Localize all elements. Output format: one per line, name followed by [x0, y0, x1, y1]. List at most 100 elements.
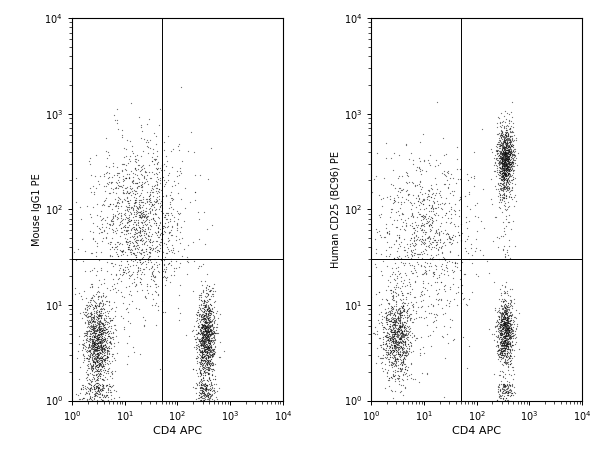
- Point: [381, 346, 391, 354]
- Point: [95, 367, 105, 374]
- Point: [385, 352, 394, 359]
- Point: [505, 147, 514, 154]
- Point: [506, 163, 516, 170]
- Point: [503, 329, 512, 337]
- Point: [382, 336, 392, 343]
- Point: [201, 363, 211, 370]
- Point: [445, 235, 455, 242]
- Point: [205, 300, 215, 307]
- Point: [159, 222, 169, 230]
- Point: [199, 288, 208, 296]
- Point: [97, 342, 106, 349]
- Point: [430, 162, 440, 169]
- Point: [204, 370, 214, 378]
- Point: [388, 334, 397, 341]
- Point: [122, 228, 131, 235]
- Point: [196, 393, 206, 400]
- Point: [161, 212, 170, 219]
- Point: [497, 161, 507, 168]
- Point: [206, 301, 215, 308]
- Point: [382, 329, 392, 336]
- Point: [502, 246, 511, 253]
- Point: [398, 341, 407, 348]
- Point: [140, 227, 150, 234]
- Point: [499, 160, 508, 167]
- Point: [403, 341, 413, 348]
- Point: [89, 401, 98, 409]
- Point: [198, 338, 208, 345]
- Point: [416, 333, 425, 340]
- Point: [170, 271, 179, 278]
- Point: [194, 388, 204, 395]
- Point: [122, 235, 132, 243]
- Point: [382, 334, 392, 341]
- Point: [128, 174, 137, 181]
- Point: [172, 221, 182, 228]
- Point: [209, 350, 218, 357]
- Point: [82, 376, 92, 383]
- Point: [389, 344, 398, 351]
- Point: [84, 391, 94, 398]
- Point: [500, 309, 509, 316]
- Point: [502, 344, 511, 351]
- Point: [94, 330, 103, 337]
- Point: [503, 151, 512, 158]
- Point: [91, 391, 100, 398]
- Point: [203, 305, 213, 312]
- Point: [497, 315, 507, 322]
- Point: [129, 249, 139, 256]
- Point: [130, 187, 140, 194]
- Point: [499, 228, 509, 235]
- Point: [403, 305, 413, 312]
- Point: [499, 172, 508, 180]
- Point: [81, 312, 91, 319]
- Point: [95, 333, 104, 340]
- Point: [95, 349, 104, 356]
- Point: [497, 348, 506, 355]
- Point: [207, 390, 217, 397]
- Point: [391, 264, 401, 271]
- Point: [100, 316, 109, 324]
- Point: [431, 216, 440, 223]
- Point: [164, 170, 174, 177]
- Point: [430, 198, 439, 205]
- Point: [497, 394, 506, 401]
- Point: [425, 226, 434, 233]
- Point: [100, 355, 109, 362]
- Point: [142, 286, 152, 293]
- Point: [497, 136, 507, 143]
- Point: [95, 360, 104, 367]
- Point: [499, 313, 508, 320]
- Point: [204, 315, 214, 322]
- Point: [503, 158, 512, 165]
- Point: [391, 359, 401, 366]
- Point: [505, 139, 515, 146]
- Point: [203, 346, 213, 354]
- Point: [395, 325, 404, 332]
- Point: [86, 330, 96, 338]
- Point: [394, 345, 404, 352]
- Point: [157, 236, 167, 243]
- Point: [391, 289, 401, 296]
- Point: [102, 353, 112, 360]
- Point: [195, 327, 205, 334]
- Point: [99, 335, 109, 342]
- Point: [84, 342, 94, 349]
- Point: [133, 162, 142, 169]
- Point: [505, 293, 515, 300]
- Point: [104, 190, 113, 197]
- Point: [502, 185, 512, 192]
- Point: [107, 352, 116, 360]
- Point: [384, 310, 394, 317]
- Point: [138, 198, 148, 205]
- Point: [157, 241, 166, 248]
- Point: [202, 325, 212, 332]
- Point: [202, 284, 211, 291]
- Point: [185, 198, 194, 206]
- Point: [401, 309, 411, 316]
- Point: [500, 171, 510, 178]
- Point: [199, 321, 209, 328]
- Point: [500, 346, 509, 354]
- Point: [380, 332, 389, 339]
- Point: [499, 137, 509, 144]
